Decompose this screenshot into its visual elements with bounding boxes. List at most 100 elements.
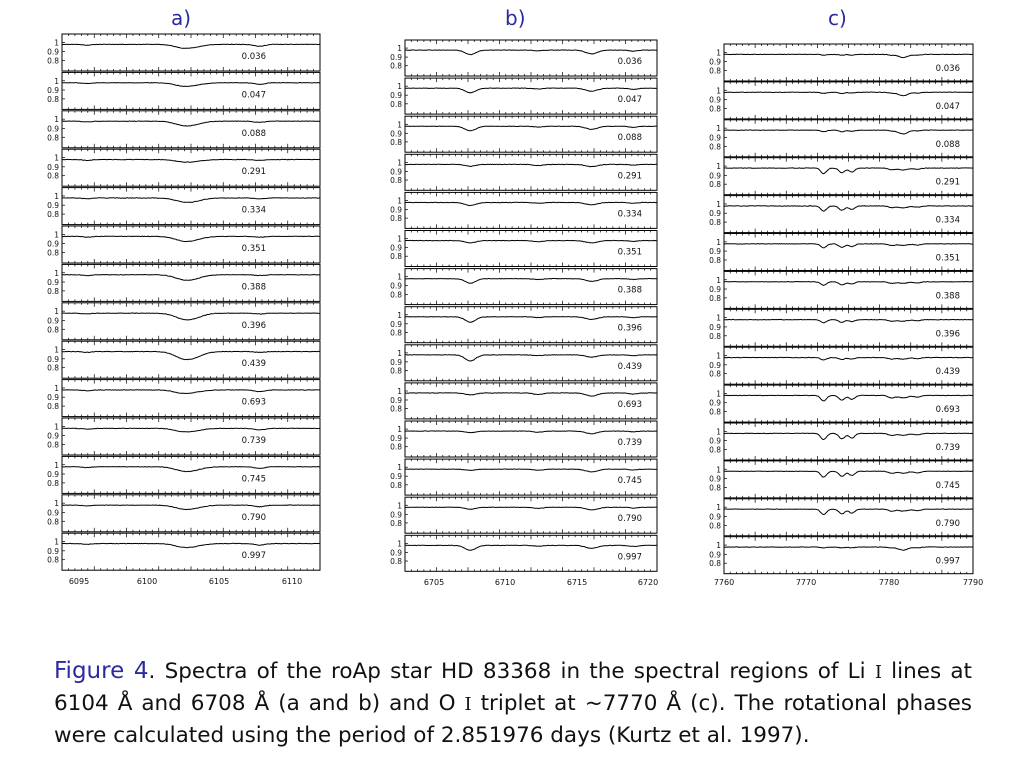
phase-label: 0.745	[618, 476, 642, 486]
phase-label: 0.388	[618, 286, 642, 296]
y-tick-label: 0.9	[390, 396, 402, 405]
phase-label: 0.997	[242, 551, 266, 561]
caption-text-3: triplet at ~7770 Å (c). The rotational p…	[54, 691, 972, 748]
y-tick-label: 1	[54, 346, 59, 355]
y-tick-label: 1	[54, 77, 59, 86]
phase-label: 0.088	[936, 140, 960, 150]
spectrum-line	[723, 394, 974, 402]
y-tick-label: 1	[716, 427, 721, 436]
phase-label: 0.334	[618, 209, 642, 219]
row-frame	[723, 460, 974, 499]
y-tick-label: 0.9	[390, 53, 402, 62]
phase-label: 0.439	[618, 362, 642, 372]
y-tick-label: 0.8	[390, 328, 402, 337]
y-tick-label: 1	[54, 422, 59, 431]
y-tick-label: 0.9	[390, 472, 402, 481]
spectrum-row: 10.90.8 0.291	[47, 148, 321, 187]
spectrum-row: 10.90.8 0.351	[47, 225, 321, 264]
y-tick-label: 0.8	[709, 370, 721, 379]
y-tick-label: 1	[397, 235, 402, 244]
y-tick-label: 1	[716, 162, 721, 171]
row-frame	[723, 536, 974, 575]
y-tick-label: 0.8	[709, 559, 721, 568]
phase-label: 0.351	[618, 248, 642, 258]
spectrum-row: 10.90.8 0.790	[47, 494, 321, 533]
spectrum-line	[404, 392, 658, 397]
spectrum-row: 10.90.8 0.351	[390, 230, 658, 267]
y-tick-label: 0.9	[709, 247, 721, 256]
spectrum-line	[61, 465, 320, 473]
phase-label: 0.351	[242, 244, 266, 254]
spectrum-row: 10.90.8 0.745	[390, 458, 658, 496]
y-tick-label: 0.9	[390, 167, 402, 176]
y-tick-label: 0.8	[709, 332, 721, 341]
spectrum-line	[61, 158, 320, 163]
y-tick-label: 0.9	[709, 133, 721, 142]
row-frame	[723, 422, 974, 461]
spectrum-row: 10.90.8 0.693	[709, 384, 974, 423]
y-tick-label: 0.9	[709, 58, 721, 67]
panel-b-label: b)	[505, 6, 526, 30]
phase-label: 0.396	[242, 321, 266, 331]
y-tick-label: 0.8	[47, 517, 59, 526]
y-tick-label: 1	[397, 463, 402, 472]
y-tick-label: 0.9	[47, 278, 59, 287]
y-tick-label: 0.8	[47, 172, 59, 181]
phase-label: 0.036	[936, 64, 960, 74]
x-tick-label: 7760	[714, 578, 734, 587]
y-tick-label: 0.8	[709, 66, 721, 75]
y-tick-label: 1	[716, 200, 721, 209]
y-tick-label: 1	[397, 273, 402, 282]
y-tick-label: 0.9	[390, 510, 402, 519]
y-tick-label: 0.9	[47, 316, 59, 325]
phase-label: 0.036	[242, 52, 266, 62]
spectrum-row: 10.90.8 0.088	[47, 110, 321, 149]
y-tick-label: 0.9	[709, 437, 721, 446]
phase-label: 0.997	[936, 557, 960, 567]
spectrum-line	[404, 201, 658, 207]
row-frame	[723, 308, 974, 347]
spectrum-line	[62, 273, 321, 281]
spectrum-line	[404, 163, 658, 168]
y-tick-label: 0.8	[709, 483, 721, 492]
spectrum-row: 10.90.8 0.036	[709, 43, 974, 82]
y-tick-label: 0.8	[47, 287, 59, 296]
y-tick-label: 1	[397, 44, 402, 53]
phase-label: 0.036	[618, 57, 642, 67]
y-tick-label: 1	[397, 311, 402, 320]
spectrum-line	[61, 81, 320, 88]
phase-label: 0.291	[618, 171, 642, 181]
y-tick-label: 0.8	[47, 402, 59, 411]
spectrum-row: 10.90.8 0.047	[47, 71, 321, 110]
spectrum-line	[724, 91, 974, 97]
y-tick-label: 0.8	[390, 100, 402, 109]
spectrum-row: 10.90.8 0.997	[390, 534, 658, 572]
y-tick-label: 0.8	[709, 104, 721, 113]
y-tick-label: 0.9	[390, 434, 402, 443]
y-tick-label: 0.9	[390, 320, 402, 329]
x-tick-label: 6095	[69, 577, 89, 586]
y-tick-label: 0.8	[390, 481, 402, 490]
y-tick-label: 1	[397, 501, 402, 510]
y-tick-label: 1	[54, 115, 59, 124]
phase-label: 0.388	[242, 282, 266, 292]
y-tick-label: 0.8	[47, 248, 59, 257]
y-tick-label: 1	[716, 465, 721, 474]
y-tick-label: 0.8	[47, 479, 59, 488]
y-tick-label: 0.8	[709, 521, 721, 530]
caption-roman-2: I	[464, 694, 472, 715]
y-tick-label: 1	[54, 230, 59, 239]
y-tick-label: 0.9	[47, 163, 59, 172]
y-tick-label: 0.8	[390, 519, 402, 528]
spectrum-line	[404, 468, 658, 473]
spectrum-row: 10.90.8 0.739	[390, 420, 658, 458]
y-tick-label: 0.9	[47, 393, 59, 402]
y-tick-label: 1	[54, 307, 59, 316]
spectrum-line	[62, 389, 320, 395]
y-tick-label: 0.9	[390, 244, 402, 253]
row-frame	[723, 384, 974, 423]
figure-caption: Figure 4. Spectra of the roAp star HD 83…	[54, 656, 972, 751]
y-tick-label: 1	[54, 154, 59, 163]
spectrum-line	[404, 87, 658, 94]
y-tick-label: 1	[397, 120, 402, 129]
